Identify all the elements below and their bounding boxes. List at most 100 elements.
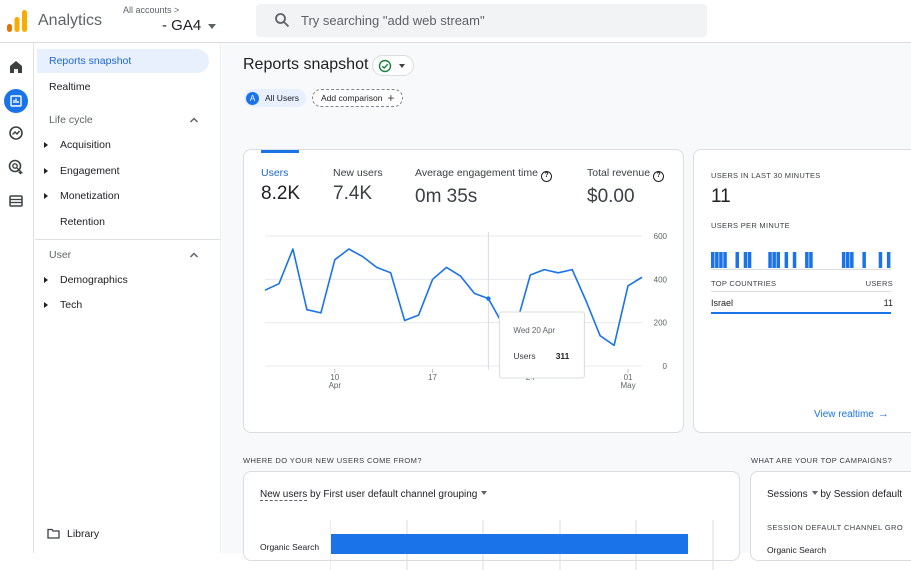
search-icon	[275, 13, 290, 28]
metric-tab-total-revenue[interactable]: Total revenue? $0.00	[587, 167, 665, 208]
y-tick-label: 600	[654, 232, 668, 241]
folder-icon	[47, 528, 60, 539]
rt-divider	[711, 269, 891, 270]
minute-bar	[776, 252, 780, 268]
bar-label-organic-search: Organic Search	[260, 542, 320, 552]
explore-icon[interactable]	[6, 123, 26, 143]
channel-bar-chart	[330, 520, 714, 570]
metric-tab-average-engagement-time[interactable]: Average engagement time? 0m 35s	[415, 167, 552, 208]
nav-acquisition-label: Acquisition	[60, 139, 111, 151]
metric-label-text: Total revenue	[587, 167, 651, 179]
help-icon[interactable]: ?	[540, 171, 552, 182]
users-series-line	[264, 248, 643, 347]
reports-icon[interactable]	[6, 91, 26, 111]
new-users-metric[interactable]: New users	[260, 489, 308, 501]
nav-monetization-label: Monetization	[60, 190, 120, 202]
tooltip-value: 311	[556, 351, 570, 361]
sessions-dimension: by Session default	[820, 489, 903, 500]
users-line-chart: 600400200010Apr172401MayWed 20 AprUsers3…	[264, 232, 668, 390]
new-users-card: New users by First user default channel …	[243, 471, 740, 570]
nav-reports-snapshot[interactable]: Reports snapshot	[37, 49, 209, 73]
minute-bar	[723, 252, 727, 268]
sessions-metric[interactable]: Sessions	[767, 489, 808, 500]
campaigns-card-title[interactable]: Sessions by Session default	[767, 489, 902, 500]
metric-value: 8.2K	[261, 183, 301, 204]
minute-bar	[862, 252, 866, 268]
tooltip-box	[498, 311, 585, 379]
nav-section-lifecycle[interactable]: Life cycle	[49, 114, 93, 126]
help-icon[interactable]: ?	[653, 171, 665, 182]
x-tick-label: 17	[428, 373, 437, 382]
overview-card: Users 8.2K New users 7.4K Average engagement…	[243, 149, 684, 433]
search-bar[interactable]: Try searching "add web stream"	[256, 4, 707, 37]
metric-label: New users	[333, 167, 383, 179]
report-status-button[interactable]	[372, 55, 414, 76]
minute-bar	[711, 252, 715, 268]
metric-value: 0m 35s	[415, 186, 478, 207]
minute-bar	[743, 252, 748, 268]
minute-bar	[747, 252, 752, 268]
users-column-heading: USERS	[865, 279, 893, 288]
icon-rail	[0, 43, 34, 553]
users-per-minute-chart	[711, 252, 891, 268]
metric-tab-users[interactable]: Users 8.2K	[261, 167, 300, 205]
campaigns-card: Sessions by Session default SESSION DEFA…	[750, 471, 911, 561]
minute-bar	[805, 252, 809, 268]
expand-triangle-icon	[44, 142, 48, 148]
realtime-card: USERS IN LAST 30 MINUTES 11 USERS PER MI…	[693, 149, 911, 433]
minute-bar	[878, 252, 883, 268]
analytics-logo-icon[interactable]	[7, 10, 27, 32]
add-comparison-button[interactable]: Add comparison +	[312, 89, 404, 107]
caret-down-icon[interactable]	[208, 24, 216, 29]
main-content: Reports snapshot A All Users Add compari…	[222, 43, 911, 570]
expand-triangle-icon	[44, 168, 48, 174]
users-per-minute-heading: USERS PER MINUTE	[711, 221, 790, 230]
minute-bar	[715, 252, 719, 268]
nav-section-user[interactable]: User	[49, 249, 72, 261]
minute-bar	[784, 252, 789, 268]
metric-value: 7.4K	[333, 183, 373, 204]
property-selector[interactable]: - GA4	[162, 17, 202, 34]
metric-tab-indicator	[261, 150, 299, 153]
metric-label: Users	[261, 167, 300, 179]
new-users-card-title[interactable]: New users by First user default channel …	[260, 489, 488, 501]
caret-down-icon[interactable]	[481, 491, 488, 495]
all-accounts-label: All accounts	[123, 5, 172, 15]
new-users-heading: WHERE DO YOUR NEW USERS COME FROM?	[243, 456, 422, 465]
chevron-up-icon[interactable]	[189, 250, 199, 260]
metric-label-text: Users	[261, 167, 289, 179]
caret-down-icon[interactable]	[811, 491, 818, 495]
country-users: 11	[883, 298, 893, 308]
y-tick-label: 0	[663, 362, 668, 371]
advertising-icon[interactable]	[6, 157, 26, 177]
rt-divider	[711, 291, 891, 292]
all-accounts-link[interactable]: All accounts >	[123, 5, 179, 15]
chart-tooltip: Wed 20 Apr Users 311	[498, 311, 585, 379]
metric-tab-new-users[interactable]: New users 7.4K	[333, 167, 383, 205]
view-realtime-link[interactable]: View realtime →	[814, 408, 889, 420]
home-icon[interactable]	[6, 57, 26, 77]
nav-library-label: Library	[67, 528, 100, 540]
x-tick-sublabel: Apr	[329, 381, 342, 390]
arrow-right-icon: →	[877, 408, 889, 420]
hover-point	[486, 296, 491, 301]
metric-label: Total revenue?	[587, 167, 665, 182]
minute-bar	[772, 252, 776, 268]
users-last-30-value: 11	[711, 186, 731, 207]
bar-organic-search	[331, 534, 688, 554]
minute-bar	[768, 252, 772, 268]
all-users-chip[interactable]: A All Users	[244, 89, 307, 107]
country-bar	[711, 312, 891, 314]
minute-bar	[886, 252, 891, 268]
configure-icon[interactable]	[6, 191, 26, 211]
nav-demographics-label: Demographics	[60, 274, 128, 286]
nav-divider	[35, 239, 220, 240]
x-tick-label: 01	[624, 373, 633, 382]
minute-bar	[792, 252, 797, 268]
plus-icon: +	[387, 91, 395, 105]
top-countries-heading: TOP COUNTRIES	[711, 279, 777, 288]
new-users-dimension: by First user default channel grouping	[310, 489, 478, 500]
view-realtime-label: View realtime	[814, 409, 874, 420]
y-tick-label: 200	[654, 319, 668, 328]
chevron-up-icon[interactable]	[189, 115, 199, 125]
